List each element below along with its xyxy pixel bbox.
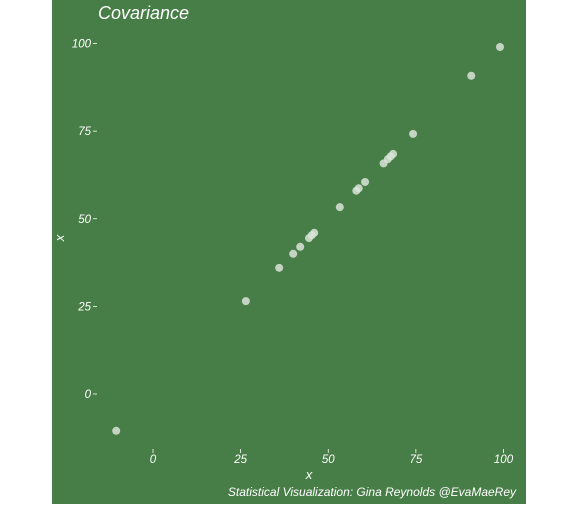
data-point bbox=[289, 249, 298, 258]
data-point bbox=[296, 242, 305, 251]
data-point bbox=[409, 129, 418, 138]
data-point bbox=[310, 228, 319, 237]
data-point bbox=[361, 177, 370, 186]
x-tick-label: 0 bbox=[150, 454, 157, 466]
x-tick-label: 100 bbox=[494, 454, 514, 466]
x-tick-label: 25 bbox=[233, 454, 247, 466]
data-point bbox=[354, 184, 363, 193]
x-axis-label: x bbox=[305, 467, 313, 482]
y-tick-label: 75 bbox=[78, 126, 91, 138]
y-axis-label: x bbox=[52, 234, 67, 242]
x-axis: 0 25 50 75 100 bbox=[150, 449, 514, 466]
y-tick-label: 0 bbox=[85, 389, 92, 401]
data-point bbox=[467, 71, 476, 80]
chart-title: Covariance bbox=[98, 3, 189, 23]
y-axis: 0 25 50 75 100 bbox=[72, 39, 97, 401]
data-point bbox=[335, 203, 344, 212]
scatter-plot: Covariance 0 25 50 75 100 0 25 50 75 100 x x Sta… bbox=[52, 3, 517, 499]
x-tick-label: 75 bbox=[409, 454, 422, 466]
data-point bbox=[275, 263, 284, 272]
data-points bbox=[112, 43, 504, 435]
x-tick-label: 50 bbox=[322, 454, 335, 466]
data-point bbox=[112, 426, 121, 435]
y-tick-label: 100 bbox=[72, 39, 92, 51]
data-point bbox=[389, 149, 398, 158]
chart-panel: Covariance 0 25 50 75 100 0 25 50 75 100 x x Sta… bbox=[52, 0, 526, 504]
y-tick-label: 25 bbox=[77, 301, 91, 313]
data-point bbox=[495, 43, 504, 52]
y-tick-label: 50 bbox=[78, 214, 91, 226]
data-point bbox=[241, 297, 250, 306]
chart-caption: Statistical Visualization: Gina Reynolds… bbox=[228, 485, 517, 499]
